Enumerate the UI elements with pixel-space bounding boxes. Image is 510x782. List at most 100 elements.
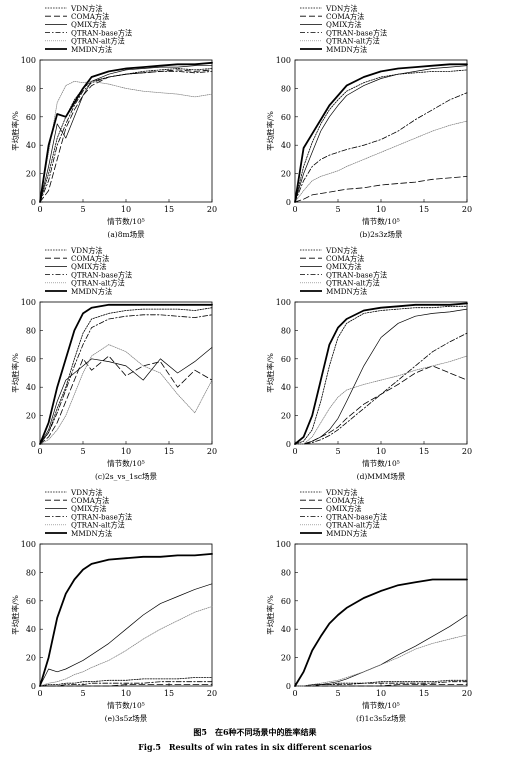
x-tick-label: 20 xyxy=(207,689,217,698)
series-2-line xyxy=(39,355,213,445)
legend-label-5: QTRAN-alt方法 xyxy=(326,37,380,46)
legend-label-1: VDN方法 xyxy=(325,246,358,255)
x-tick-label: 5 xyxy=(335,689,340,698)
y-tick-label: 60 xyxy=(281,597,291,606)
chart-svg: 0 5 10 15 20 0 20 40 60 80 100 情节数/10⁵ 平均胜率/% (f)1c3s… xyxy=(265,488,472,723)
x-axis-label: 情节数/10⁵ xyxy=(107,216,145,226)
legend-label-5: QTRAN-alt方法 xyxy=(71,521,125,530)
x-tick-label: 15 xyxy=(164,205,174,214)
y-tick-label: 100 xyxy=(21,56,36,65)
x-tick-label: 0 xyxy=(292,689,297,698)
series-1-line xyxy=(39,307,213,445)
legend-label-6: MMDN方法 xyxy=(326,529,367,538)
x-tick-label: 15 xyxy=(419,689,429,698)
y-axis-label: 平均胜率/% xyxy=(265,353,275,393)
y-tick-label: 40 xyxy=(281,141,291,150)
y-tick-label: 0 xyxy=(286,682,291,691)
chart-panel-3s5z: 0 5 10 15 20 0 20 40 60 80 100 情节数/10⁵ 平均胜率/% (e)3s5z… xyxy=(0,484,255,724)
series-4-line xyxy=(294,92,468,203)
y-tick-label: 100 xyxy=(276,298,291,307)
x-axis-label: 情节数/10⁵ xyxy=(362,700,400,710)
x-tick-label: 10 xyxy=(376,205,386,214)
y-tick-label: 20 xyxy=(281,170,291,179)
chart-panel-mmm: 0 5 10 15 20 0 20 40 60 80 100 情节数/10⁵ 平均胜率/% (d)MMM场… xyxy=(255,242,510,482)
series-3-line xyxy=(294,308,468,445)
legend-label-6: MMDN方法 xyxy=(326,45,367,54)
legend-label-1: VDN方法 xyxy=(70,246,103,255)
y-tick-label: 100 xyxy=(276,56,291,65)
y-tick-label: 100 xyxy=(276,540,291,549)
x-tick-label: 5 xyxy=(80,205,85,214)
chart-svg: 0 5 10 15 20 0 20 40 60 80 100 情节数/10⁵ 平均胜率/% (d)MMM场… xyxy=(265,246,472,481)
figure-caption-en: Fig.5 Results of win rates in six differ… xyxy=(138,742,372,752)
x-tick-label: 10 xyxy=(376,689,386,698)
y-tick-label: 60 xyxy=(26,597,36,606)
series-1-line xyxy=(294,305,468,445)
x-tick-label: 15 xyxy=(419,447,429,456)
y-axis-label: 平均胜率/% xyxy=(265,111,275,151)
series-4-line xyxy=(294,332,468,445)
y-tick-label: 0 xyxy=(31,198,36,207)
x-tick-label: 0 xyxy=(37,205,42,214)
y-tick-label: 40 xyxy=(281,383,291,392)
y-tick-label: 20 xyxy=(26,170,36,179)
y-tick-label: 0 xyxy=(31,440,36,449)
x-tick-label: 20 xyxy=(462,689,472,698)
series-6-line xyxy=(294,63,468,203)
x-tick-label: 0 xyxy=(37,689,42,698)
series-5-line xyxy=(39,344,213,445)
x-tick-label: 0 xyxy=(292,447,297,456)
y-tick-label: 80 xyxy=(281,326,291,335)
series-5-line xyxy=(294,634,468,687)
series-4-line xyxy=(294,681,468,687)
x-tick-label: 10 xyxy=(121,447,131,456)
series-6-line xyxy=(39,303,213,445)
chart-svg: 0 5 10 15 20 0 20 40 60 80 100 情节数/10⁵ 平均胜率/% (a)8m场景… xyxy=(10,4,217,239)
y-tick-label: 100 xyxy=(21,540,36,549)
x-axis-label: 情节数/10⁵ xyxy=(107,700,145,710)
y-tick-label: 60 xyxy=(281,113,291,122)
x-tick-label: 20 xyxy=(462,205,472,214)
legend-label-5: QTRAN-alt方法 xyxy=(326,521,380,530)
legend-label-6: MMDN方法 xyxy=(71,529,112,538)
chart-panel-1c3s5z: 0 5 10 15 20 0 20 40 60 80 100 情节数/10⁵ 平均胜率/% (f)1c3s… xyxy=(255,484,510,724)
y-tick-label: 60 xyxy=(26,355,36,364)
series-4-line xyxy=(39,314,213,445)
legend-label-3: QMIX方法 xyxy=(71,504,107,513)
legend-label-2: COMA方法 xyxy=(71,254,109,263)
figure-caption-zh: 图5 在6种不同场景中的胜率结果 xyxy=(193,727,317,737)
series-1-line xyxy=(294,69,468,203)
y-tick-label: 80 xyxy=(26,568,36,577)
legend-label-4: QTRAN-base方法 xyxy=(71,512,132,521)
x-tick-label: 10 xyxy=(121,689,131,698)
x-tick-label: 10 xyxy=(376,447,386,456)
series-6-line xyxy=(39,61,213,203)
plot-frame xyxy=(39,301,213,445)
y-tick-label: 0 xyxy=(31,682,36,691)
series-3-line xyxy=(39,65,213,203)
x-tick-label: 20 xyxy=(207,447,217,456)
legend-label-3: QMIX方法 xyxy=(71,20,107,29)
legend-label-2: COMA方法 xyxy=(71,496,109,505)
chart-title: (a)8m场景 xyxy=(107,230,145,239)
x-tick-label: 20 xyxy=(207,205,217,214)
x-tick-label: 5 xyxy=(335,447,340,456)
chart-svg: 0 5 10 15 20 0 20 40 60 80 100 情节数/10⁵ 平均胜率/% (c)2s_v… xyxy=(10,246,217,481)
chart-title: (d)MMM场景 xyxy=(357,472,406,481)
y-axis-label: 平均胜率/% xyxy=(10,111,20,151)
legend-label-3: QMIX方法 xyxy=(326,262,362,271)
legend-label-4: QTRAN-base方法 xyxy=(326,270,387,279)
y-tick-label: 80 xyxy=(26,84,36,93)
series-6-line xyxy=(294,302,468,445)
x-tick-label: 5 xyxy=(335,205,340,214)
legend-label-3: QMIX方法 xyxy=(71,262,107,271)
legend-label-5: QTRAN-alt方法 xyxy=(326,279,380,288)
x-tick-label: 10 xyxy=(121,205,131,214)
legend-label-6: MMDN方法 xyxy=(326,287,367,296)
y-tick-label: 0 xyxy=(286,198,291,207)
legend-label-4: QTRAN-base方法 xyxy=(326,28,387,37)
series-3-line xyxy=(294,65,468,203)
legend-label-1: VDN方法 xyxy=(325,4,358,13)
x-tick-label: 15 xyxy=(164,447,174,456)
y-tick-label: 40 xyxy=(26,141,36,150)
